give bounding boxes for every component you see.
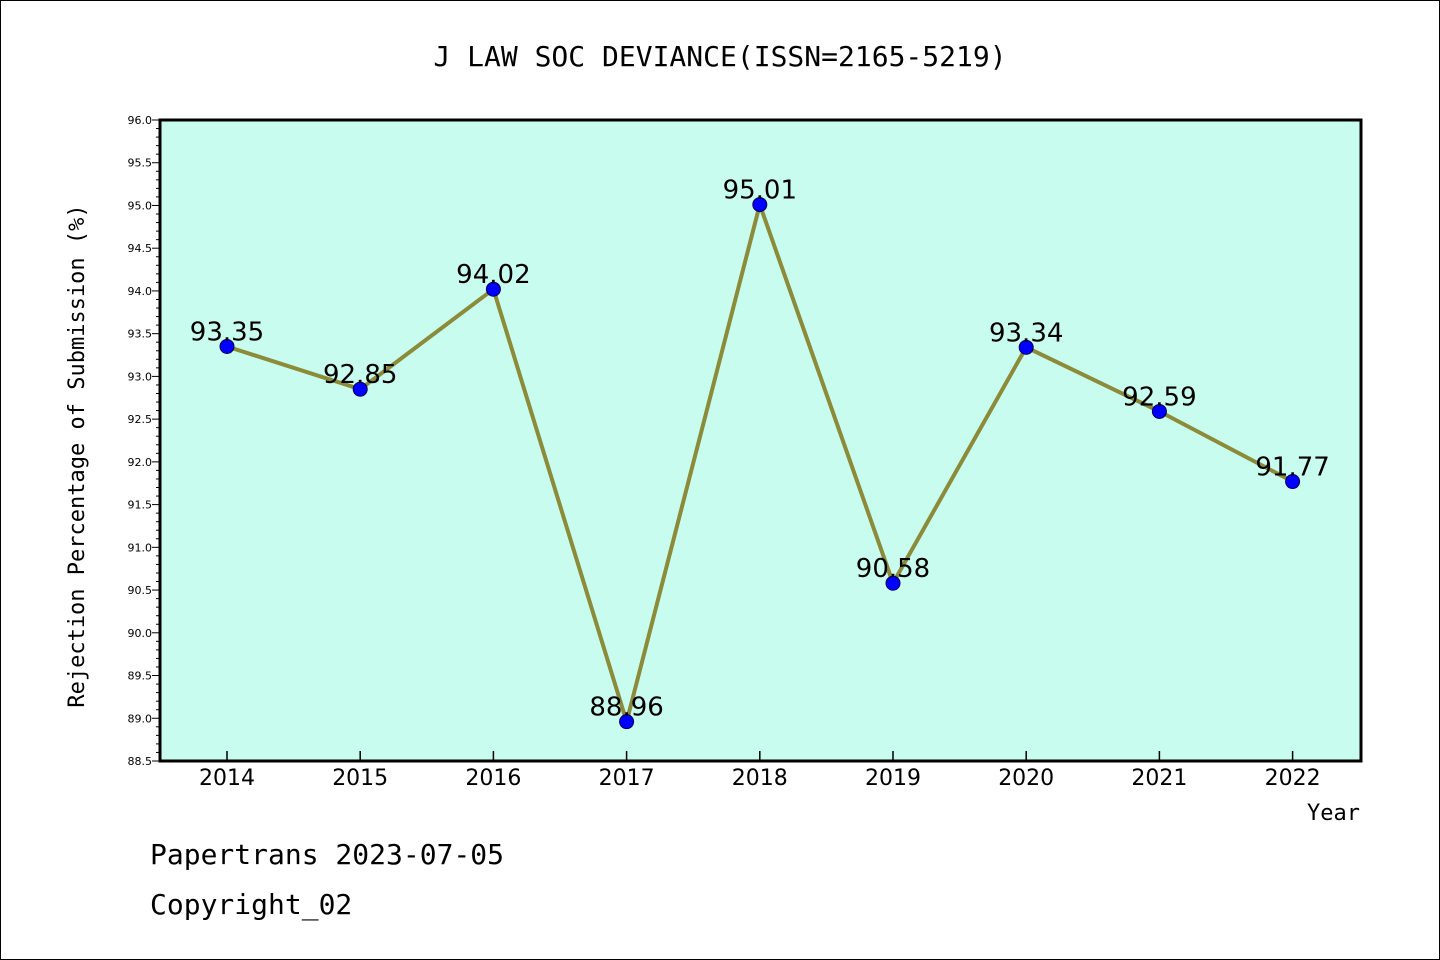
y-tick-label: 92.0 [128, 456, 153, 469]
y-tick-label: 95.0 [128, 199, 153, 212]
data-label: 91.77 [1255, 453, 1329, 483]
y-tick-label: 91.5 [128, 499, 153, 512]
x-axis-title: Year [1307, 801, 1360, 826]
x-tick-label: 2022 [1265, 766, 1321, 791]
data-labels: 93.35 92.85 94.02 88.96 95.01 90.58 93.34 92.59… [190, 176, 1330, 723]
y-tick-label: 94.5 [128, 242, 153, 255]
data-point [752, 197, 768, 213]
data-label: 92.85 [323, 360, 397, 390]
x-tick-label: 2021 [1131, 766, 1187, 791]
x-tick-label: 2017 [599, 766, 655, 791]
data-label: 90.58 [856, 554, 930, 584]
data-point [219, 338, 235, 354]
y-tick-label: 89.5 [128, 670, 153, 683]
x-axis: 2014 2015 2016 2017 2018 2019 2020 2021 2022 [199, 751, 1321, 791]
y-tick-label: 90.0 [128, 627, 153, 640]
data-point [885, 575, 901, 591]
data-point [485, 281, 501, 297]
plot-area [158, 118, 1363, 763]
y-tick-label: 90.5 [128, 584, 153, 597]
y-tick-label: 95.5 [128, 157, 153, 170]
data-label: 88.96 [589, 693, 663, 723]
y-axis-title: Rejection Percentage of Submission (%) [65, 204, 90, 707]
y-tick-label: 96.0 [128, 114, 153, 127]
footer-line-2: Copyright_02 [150, 888, 352, 922]
y-tick-label: 91.0 [128, 541, 153, 554]
chart-title: J LAW SOC DEVIANCE(ISSN=2165-5219) [433, 40, 1006, 73]
x-tick-label: 2016 [465, 766, 521, 791]
data-label: 93.35 [190, 317, 264, 347]
x-tick-label: 2015 [332, 766, 388, 791]
data-label: 95.01 [723, 176, 797, 206]
data-point [1151, 403, 1167, 419]
data-point [1285, 474, 1301, 490]
x-tick-label: 2014 [199, 766, 255, 791]
y-tick-label: 89.0 [128, 712, 153, 725]
x-tick-label: 2019 [865, 766, 921, 791]
y-tick-label: 93.5 [128, 328, 153, 341]
data-label: 93.34 [989, 318, 1063, 348]
data-label: 92.59 [1122, 382, 1196, 412]
y-tick-label: 94.0 [128, 285, 153, 298]
footer-line-1: Papertrans 2023-07-05 [150, 838, 504, 871]
y-tick-label: 88.5 [128, 755, 153, 768]
y-tick-label: 92.5 [128, 413, 153, 426]
x-tick-label: 2018 [732, 766, 788, 791]
series-markers [219, 197, 1301, 730]
data-label: 94.02 [456, 260, 530, 290]
data-point [1018, 339, 1034, 355]
y-axis: 88.5 89.0 89.5 90.0 90.5 91.0 91.5 92.0 92.5 93.0… [128, 114, 160, 768]
x-tick-label: 2020 [998, 766, 1054, 791]
data-point [619, 714, 635, 730]
data-point [352, 381, 368, 397]
y-tick-label: 93.0 [128, 370, 153, 383]
